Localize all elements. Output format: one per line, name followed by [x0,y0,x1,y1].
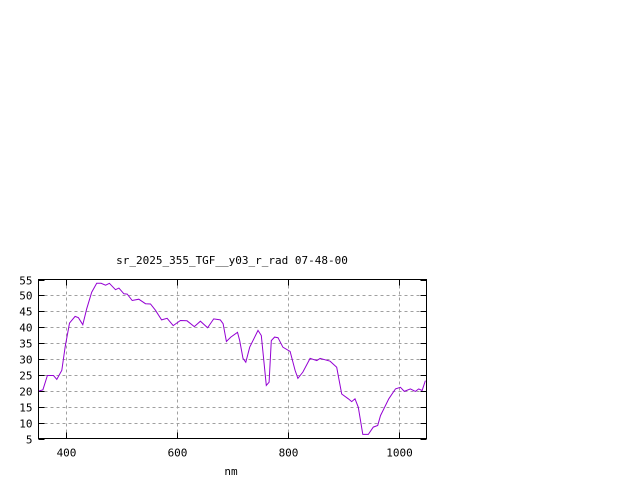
plot-frame [38,279,427,439]
x-tick-label: 400 [57,447,77,460]
tick-labels: 5 10 15 20 25 30 35 40 45 50 55 400 600 800 1000 [19,275,413,460]
axis-ticks [38,279,427,440]
grid-lines [38,279,427,439]
x-tick-label: 600 [168,447,188,460]
y-tick-label: 35 [19,338,32,351]
x-tick-label: 1000 [386,447,413,460]
chart-title: sr_2025_355_TGF__y03_r_rad 07-48-00 [116,254,348,267]
y-tick-label: 20 [19,386,32,399]
x-axis-label: nm [224,465,238,478]
y-tick-label: 45 [19,306,32,319]
y-tick-label: 5 [26,434,33,447]
x-tick-label: 800 [279,447,299,460]
spectrum-line [38,282,426,435]
y-tick-label: 50 [19,290,32,303]
y-tick-label: 25 [19,370,32,383]
y-tick-label: 30 [19,354,32,367]
y-tick-label: 40 [19,322,32,335]
y-tick-label: 55 [19,275,32,288]
y-tick-label: 10 [19,418,32,431]
y-tick-label: 15 [19,402,32,415]
